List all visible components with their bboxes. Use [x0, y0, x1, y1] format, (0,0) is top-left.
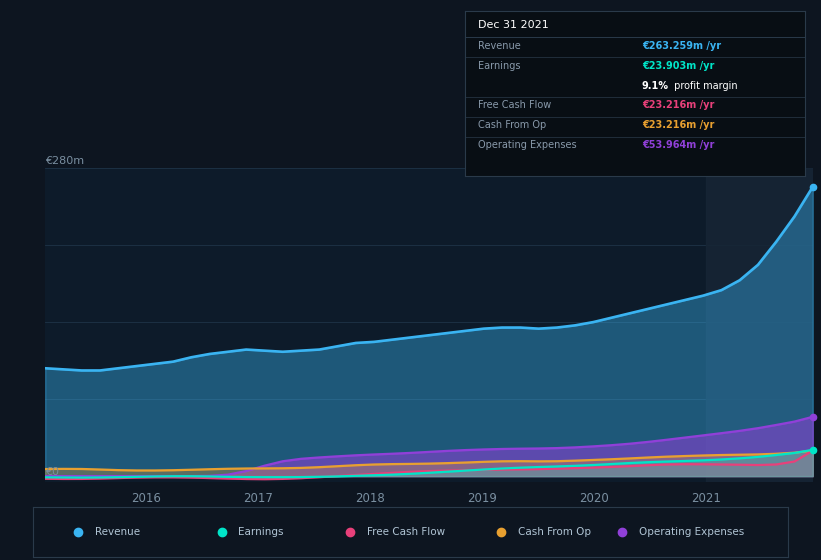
Bar	[706, 168, 813, 482]
Text: Operating Expenses: Operating Expenses	[639, 527, 744, 537]
Text: €53.964m /yr: €53.964m /yr	[642, 140, 714, 150]
Text: Free Cash Flow: Free Cash Flow	[479, 100, 552, 110]
Text: profit margin: profit margin	[671, 81, 737, 91]
Text: €280m: €280m	[45, 156, 85, 166]
Text: Revenue: Revenue	[479, 41, 521, 51]
Text: €263.259m /yr: €263.259m /yr	[642, 41, 721, 51]
Text: €23.216m /yr: €23.216m /yr	[642, 100, 714, 110]
Text: Cash From Op: Cash From Op	[518, 527, 591, 537]
Text: Free Cash Flow: Free Cash Flow	[367, 527, 445, 537]
Text: €23.216m /yr: €23.216m /yr	[642, 120, 714, 130]
Text: Revenue: Revenue	[94, 527, 140, 537]
Text: Earnings: Earnings	[479, 61, 521, 71]
Text: Dec 31 2021: Dec 31 2021	[479, 20, 549, 30]
Text: €23.903m /yr: €23.903m /yr	[642, 61, 714, 71]
Text: Earnings: Earnings	[238, 527, 284, 537]
Text: Operating Expenses: Operating Expenses	[479, 140, 577, 150]
Text: Cash From Op: Cash From Op	[479, 120, 547, 130]
Text: €0: €0	[45, 467, 59, 477]
Text: 9.1%: 9.1%	[642, 81, 669, 91]
